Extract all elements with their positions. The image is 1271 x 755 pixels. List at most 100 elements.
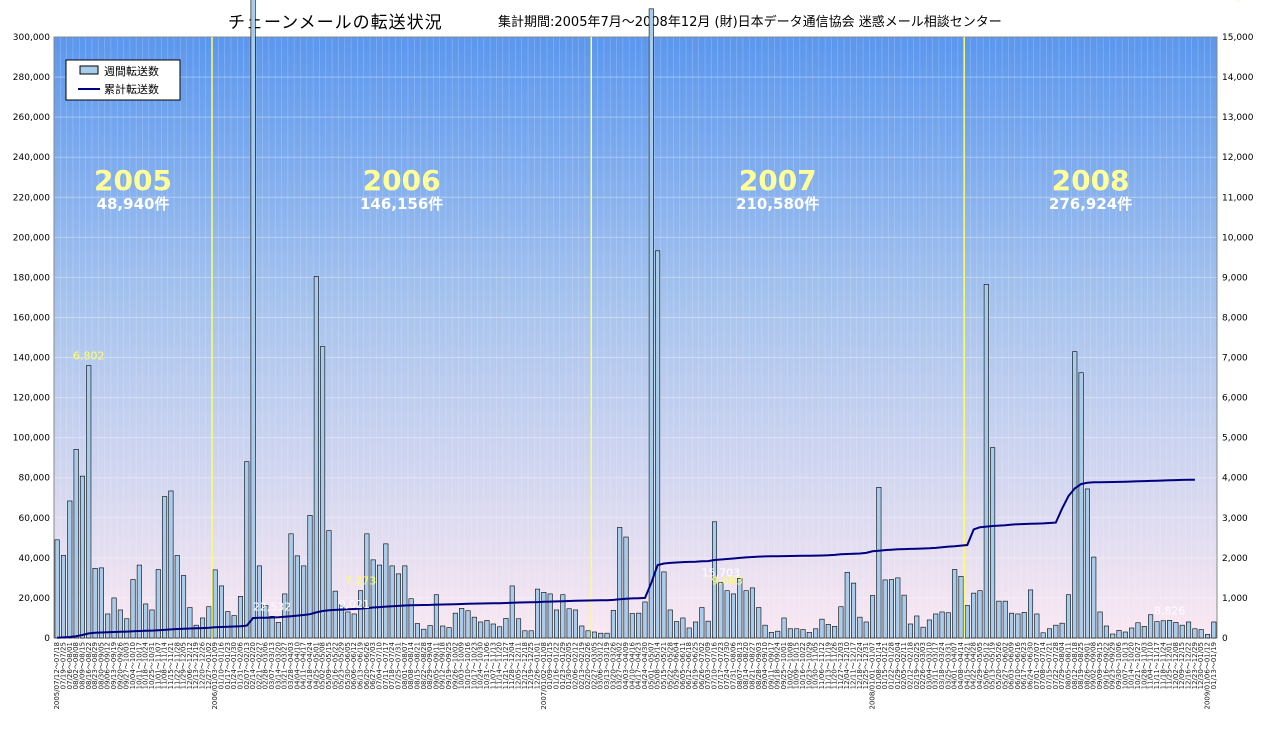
- x-tick: 06/24～06/30: [1027, 642, 1035, 689]
- x-tick: 12/26～01/01: [534, 642, 542, 689]
- x-tick: 07/08～07/14: [1039, 641, 1047, 689]
- x-tick: 07/22～07/28: [1052, 642, 1060, 689]
- x-tick: 03/07～03/13: [268, 642, 276, 689]
- x-tick: 08/12～08/18: [1071, 642, 1079, 689]
- x-tick: 11/08～11/14: [161, 641, 169, 689]
- x-tick: 2009/01/06～01/12: [1204, 642, 1212, 710]
- year-total-label: 276,924件: [1049, 195, 1132, 213]
- year-label: 2007: [739, 164, 817, 197]
- x-tick: 03/25～03/31: [944, 642, 952, 689]
- y-tick-left: 140,000: [13, 354, 50, 364]
- x-tick: 09/06～09/12: [104, 642, 112, 689]
- x-tick: 04/03～04/09: [622, 642, 630, 689]
- bar: [1002, 600, 1008, 639]
- bar: [832, 626, 838, 639]
- y-tick-left: 240,000: [13, 153, 50, 163]
- x-tick: 09/20～09/26: [116, 642, 124, 690]
- x-tick: 06/17～06/23: [1020, 642, 1028, 689]
- y-tick-right: 3,000: [1222, 514, 1248, 524]
- x-tick: 05/13～05/19: [989, 642, 997, 689]
- chart-title: チェーンメールの転送状況: [228, 13, 443, 33]
- x-tick: 06/12～06/18: [685, 642, 693, 689]
- x-tick: 07/31～08/06: [730, 641, 738, 689]
- plot-frame: [53, 36, 1218, 639]
- legend: 週間転送数 累計転送数: [65, 59, 181, 101]
- x-tick: 01/17～01/23: [224, 642, 232, 689]
- x-tick: 08/16～08/22: [85, 642, 93, 689]
- x-tick: 06/06～06/12: [350, 642, 358, 689]
- bar: [73, 448, 79, 639]
- x-tick: 11/15～11/21: [167, 642, 175, 689]
- x-tick: 12/16～12/22: [1185, 642, 1193, 689]
- bar: [907, 623, 913, 639]
- bar: [876, 487, 882, 639]
- x-axis: 2005/07/12～07/1807/19～07/2507/26～08/0108…: [53, 641, 1218, 709]
- bar: [60, 555, 66, 639]
- bar: [996, 600, 1002, 639]
- x-tick: 05/20～05/26: [995, 641, 1003, 689]
- x-tick: 2007/01/02～01/08: [540, 642, 548, 710]
- x-tick: 01/09～01/15: [546, 642, 554, 689]
- x-tick: 08/28～09/03: [755, 642, 763, 689]
- x-tick: 09/30～10/06: [1115, 641, 1123, 689]
- bar: [313, 276, 319, 639]
- x-tick: 01/13～01/19: [1210, 642, 1218, 689]
- bar: [547, 593, 553, 639]
- x-tick: 12/18～12/24: [856, 641, 864, 689]
- bar: [920, 626, 926, 639]
- x-tick: 05/22～05/28: [666, 642, 674, 689]
- x-tick: 12/30～01/05: [1197, 642, 1205, 689]
- bar: [863, 621, 869, 639]
- bar: [1198, 629, 1204, 639]
- x-tick: 2008/01/01～01/07: [869, 642, 877, 710]
- x-tick: 10/21～10/27: [1134, 642, 1142, 689]
- bar: [680, 617, 686, 639]
- x-tick: 07/04～07/10: [376, 642, 384, 689]
- x-tick: 08/30～09/05: [97, 642, 105, 689]
- x-tick: 12/11～12/17: [850, 642, 858, 689]
- bar: [294, 555, 300, 639]
- x-tick: 04/08～04/14: [957, 641, 965, 689]
- bar: [1148, 614, 1154, 639]
- x-tick: 03/13～03/19: [603, 642, 611, 689]
- y-tick-right: 0: [1222, 634, 1228, 644]
- bar: [914, 615, 920, 639]
- grid-layer: [53, 36, 1218, 639]
- y-tick-right: 8,000: [1222, 313, 1248, 323]
- bar: [181, 575, 187, 639]
- x-tick: 09/18～09/24: [774, 641, 782, 689]
- bar: [882, 579, 888, 639]
- x-tick: 02/28～03/06: [262, 641, 270, 689]
- bar: [598, 632, 604, 639]
- x-tick: 10/25～10/31: [148, 642, 156, 689]
- x-tick: 12/19～12/25: [527, 642, 535, 689]
- x-tick: 07/01～07/07: [1033, 642, 1041, 689]
- bar: [705, 620, 711, 639]
- x-tick: 04/24～04/30: [641, 642, 649, 689]
- bar: [1028, 589, 1034, 639]
- x-tick: 11/14～11/20: [496, 642, 504, 689]
- bar: [98, 567, 104, 639]
- bar: [288, 533, 294, 639]
- bar: [187, 607, 193, 639]
- x-tick: 09/19～09/25: [445, 642, 453, 689]
- x-tick: 04/17～04/23: [635, 642, 643, 689]
- bar: [446, 627, 452, 639]
- bar: [320, 346, 326, 639]
- bar: [1186, 621, 1192, 639]
- x-tick: 06/19～06/25: [692, 642, 700, 689]
- bar: [471, 616, 477, 639]
- bar: [1154, 621, 1160, 639]
- bar: [895, 577, 901, 639]
- x-tick: 10/18～10/24: [142, 641, 150, 689]
- x-tick: 09/25～10/01: [780, 642, 788, 689]
- bar: [768, 632, 774, 639]
- x-tick: 01/10～01/16: [218, 641, 226, 689]
- x-tick: 01/16～01/22: [553, 642, 561, 689]
- x-tick: 02/05～02/11: [900, 642, 908, 689]
- x-tick: 10/24～10/30: [477, 642, 485, 689]
- peak-label: 8,826: [1154, 604, 1186, 617]
- bar: [604, 632, 610, 639]
- x-tick: 05/01～05/07: [647, 642, 655, 689]
- x-tick: 03/06～03/12: [597, 642, 605, 689]
